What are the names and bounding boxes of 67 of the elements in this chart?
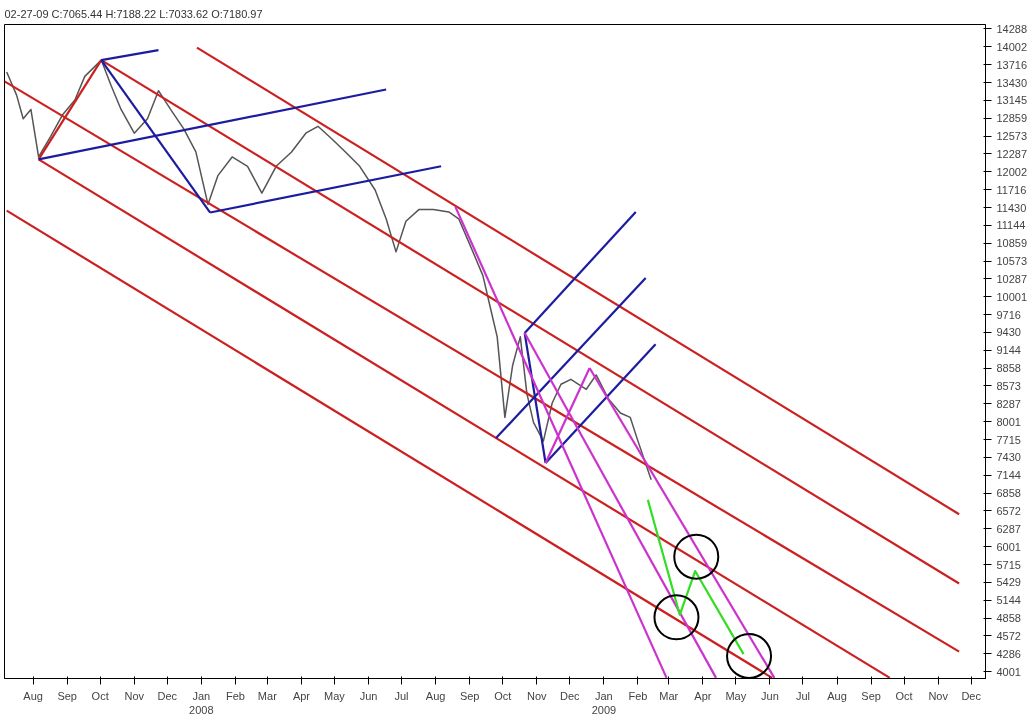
x-tick-label: Nov	[527, 689, 548, 702]
y-tick-label: 12002	[996, 165, 1028, 178]
y-tick-label: 12573	[996, 130, 1028, 143]
y-tick-label: 10859	[996, 237, 1028, 250]
x-tick-label: Sep	[459, 689, 480, 702]
chart-title: 02-27-09 C:7065.44 H:7188.22 L:7033.62 O:7180.97	[4, 7, 263, 20]
x-tick-label: Mar	[257, 689, 278, 702]
x-tick-label: Oct	[895, 689, 913, 702]
y-tick-label: 11144	[996, 219, 1026, 232]
x-tick-label: Feb	[225, 689, 245, 702]
y-tick-label: 4572	[996, 629, 1021, 642]
y-tick-label: 8858	[996, 362, 1021, 375]
y-tick-label: 9144	[996, 344, 1021, 357]
x-tick-label: Jan 2008	[189, 689, 214, 716]
y-tick-label: 6572	[996, 504, 1021, 517]
y-tick-label: 8573	[996, 379, 1021, 392]
x-tick-label: Sep	[861, 689, 881, 702]
y-tick-label: 6001	[996, 540, 1021, 553]
x-tick-label: Sep	[57, 689, 77, 702]
y-tick-label: 10287	[996, 272, 1028, 285]
x-tick-label: Dec	[961, 689, 982, 702]
x-tick-label: May	[725, 689, 747, 702]
x-tick-label: Jun	[359, 689, 378, 702]
x-tick-label: Jun	[761, 689, 779, 702]
y-tick-label: 8001	[996, 415, 1021, 428]
y-tick-label: 14002	[996, 40, 1028, 53]
y-tick-label: 13430	[996, 76, 1028, 89]
y-tick-label: 4001	[996, 665, 1021, 678]
y-tick-label: 9716	[996, 308, 1021, 321]
y-tick-label: 7144	[996, 469, 1021, 482]
y-tick-label: 6858	[996, 487, 1021, 500]
y-tick-label: 7715	[996, 433, 1021, 446]
y-tick-label: 12859	[996, 112, 1028, 125]
x-tick-label: Nov	[124, 689, 145, 702]
y-tick-label: 4286	[996, 647, 1021, 660]
x-tick-label: Nov	[928, 689, 949, 702]
x-tick-label: Apr	[694, 689, 712, 702]
x-tick-label: Jul	[394, 689, 409, 702]
x-tick-label: Jul	[795, 689, 810, 702]
y-tick-label: 7430	[996, 451, 1021, 464]
y-tick-label: 12287	[996, 147, 1028, 160]
y-tick-label: 13716	[996, 58, 1028, 71]
x-tick-label: Oct	[494, 689, 512, 702]
y-tick-label: 14288	[996, 23, 1028, 35]
y-tick-label: 11716	[996, 183, 1027, 196]
y-tick-label: 10001	[996, 290, 1028, 303]
x-tick-label: Aug	[827, 689, 847, 702]
y-tick-label: 13145	[996, 94, 1028, 107]
x-tick-label: Apr	[292, 689, 311, 702]
y-tick-label: 9430	[996, 326, 1021, 339]
y-tick-label: 8287	[996, 397, 1021, 410]
x-tick-label: Aug	[425, 689, 446, 702]
y-tick-label: 5429	[996, 576, 1021, 589]
x-tick-label: Aug	[23, 689, 43, 702]
x-tick-label: Dec	[157, 689, 178, 702]
x-tick-label: Oct	[91, 689, 109, 702]
x-tick-label: Dec	[560, 689, 581, 702]
x-tick-label: Mar	[659, 689, 679, 702]
x-tick-label: May	[324, 689, 346, 702]
x-tick-label: Feb	[628, 689, 648, 702]
y-tick-label: 10573	[996, 255, 1028, 268]
y-tick-label: 4858	[996, 612, 1021, 625]
x-tick-label: Jan 2009	[591, 689, 617, 716]
y-tick-label: 11430	[996, 201, 1027, 214]
y-tick-label: 6287	[996, 522, 1021, 535]
y-tick-label: 5144	[996, 594, 1021, 607]
y-tick-label: 5715	[996, 558, 1021, 571]
